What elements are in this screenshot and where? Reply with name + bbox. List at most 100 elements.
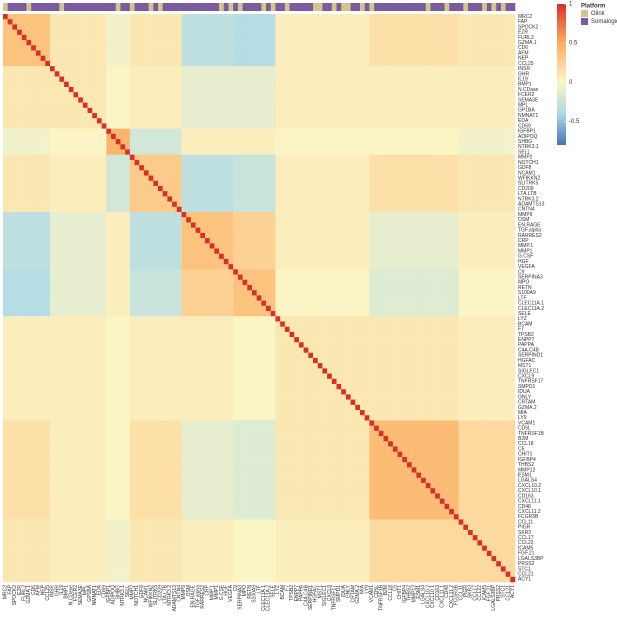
cell bbox=[8, 238, 13, 244]
cell bbox=[252, 134, 257, 140]
cell bbox=[257, 71, 262, 77]
cell bbox=[8, 118, 13, 124]
cell bbox=[149, 238, 154, 244]
cell bbox=[102, 170, 107, 176]
cell bbox=[412, 118, 417, 124]
cell bbox=[459, 50, 464, 56]
cell bbox=[322, 14, 327, 20]
cell bbox=[275, 71, 280, 77]
cell bbox=[421, 14, 426, 20]
cell bbox=[8, 14, 13, 20]
cell bbox=[158, 92, 163, 98]
cell bbox=[365, 176, 370, 182]
cell bbox=[172, 108, 177, 114]
cell bbox=[8, 243, 13, 249]
cell bbox=[374, 149, 379, 155]
cell bbox=[55, 212, 60, 218]
cell bbox=[125, 92, 130, 98]
cell bbox=[12, 92, 17, 98]
cell bbox=[360, 176, 365, 182]
cell bbox=[238, 181, 243, 187]
cell bbox=[228, 45, 233, 51]
cell bbox=[205, 129, 210, 135]
cell bbox=[177, 217, 182, 223]
cell bbox=[379, 14, 384, 20]
cell bbox=[59, 14, 64, 20]
cell bbox=[290, 233, 295, 239]
cell bbox=[416, 19, 421, 25]
cell bbox=[177, 97, 182, 103]
cell bbox=[492, 113, 497, 119]
cell bbox=[506, 19, 511, 25]
cell bbox=[482, 165, 487, 171]
cell bbox=[200, 129, 205, 135]
cell bbox=[186, 176, 191, 182]
cell bbox=[421, 165, 426, 171]
cell bbox=[341, 144, 346, 150]
cell bbox=[257, 134, 262, 140]
cell bbox=[383, 77, 388, 83]
cell bbox=[407, 61, 412, 67]
cell bbox=[12, 196, 17, 202]
cell bbox=[271, 14, 276, 20]
cell bbox=[426, 24, 431, 30]
cell bbox=[275, 50, 280, 56]
cell bbox=[393, 56, 398, 62]
cell bbox=[233, 118, 238, 124]
cell bbox=[445, 24, 450, 30]
cell bbox=[416, 207, 421, 213]
cell bbox=[243, 56, 248, 62]
cell bbox=[407, 155, 412, 161]
cell bbox=[228, 113, 233, 119]
cell bbox=[224, 207, 229, 213]
cell bbox=[186, 82, 191, 88]
cell bbox=[261, 24, 266, 30]
cell bbox=[360, 103, 365, 109]
cell bbox=[153, 108, 158, 114]
cell bbox=[402, 66, 407, 72]
cell bbox=[8, 61, 13, 67]
cell bbox=[468, 35, 473, 41]
cell bbox=[106, 228, 111, 234]
cell bbox=[299, 66, 304, 72]
cell bbox=[200, 165, 205, 171]
cell bbox=[346, 123, 351, 129]
cell bbox=[275, 186, 280, 192]
cell bbox=[88, 196, 93, 202]
cell bbox=[31, 108, 36, 114]
cell bbox=[12, 191, 17, 197]
cell bbox=[506, 108, 511, 114]
cell bbox=[252, 61, 257, 67]
cell bbox=[186, 56, 191, 62]
cell bbox=[275, 30, 280, 36]
cell bbox=[440, 118, 445, 124]
cell bbox=[238, 118, 243, 124]
cell bbox=[351, 186, 356, 192]
cell bbox=[365, 71, 370, 77]
cell bbox=[125, 118, 130, 124]
cell bbox=[200, 66, 205, 72]
cell bbox=[31, 35, 36, 41]
cell bbox=[332, 212, 337, 218]
cell bbox=[163, 191, 168, 197]
cell bbox=[487, 45, 492, 51]
cell bbox=[285, 139, 290, 145]
cell bbox=[219, 217, 224, 223]
cell bbox=[454, 77, 459, 83]
cell bbox=[106, 202, 111, 208]
cell bbox=[50, 92, 55, 98]
cell bbox=[393, 176, 398, 182]
cell bbox=[290, 30, 295, 36]
cell bbox=[435, 233, 440, 239]
cell bbox=[163, 97, 168, 103]
cell bbox=[308, 160, 313, 166]
cell bbox=[290, 123, 295, 129]
cell bbox=[430, 14, 435, 20]
cell bbox=[8, 217, 13, 223]
cell bbox=[388, 149, 393, 155]
cell bbox=[501, 50, 506, 56]
cell bbox=[322, 202, 327, 208]
cell bbox=[402, 176, 407, 182]
cell bbox=[144, 118, 149, 124]
cell bbox=[487, 118, 492, 124]
